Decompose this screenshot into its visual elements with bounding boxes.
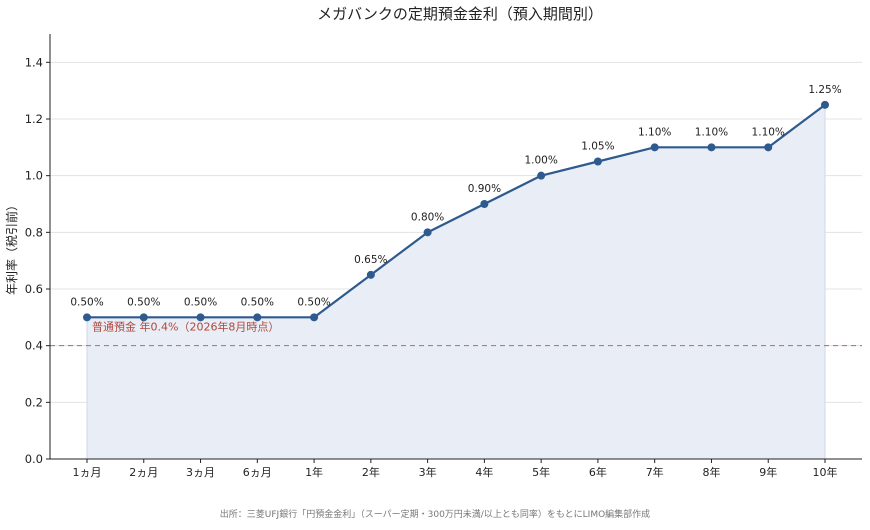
y-tick-label: 1.0 xyxy=(25,169,43,183)
data-label: 1.05% xyxy=(581,141,614,153)
data-point xyxy=(821,100,829,109)
y-tick-label: 0.8 xyxy=(25,225,43,239)
data-label: 1.00% xyxy=(524,155,557,167)
y-axis-label: 年利率（税引前） xyxy=(4,199,19,295)
x-tick-label: 2年 xyxy=(362,465,380,479)
reference-layer: 普通預金 年0.4%（2026年8月時点） xyxy=(50,320,862,347)
series-line-layer xyxy=(87,103,826,319)
x-tick-label: 5年 xyxy=(532,465,550,479)
x-tick-label: 6ヵ月 xyxy=(243,466,272,479)
data-point xyxy=(366,270,375,279)
data-points xyxy=(83,100,829,322)
data-point xyxy=(253,313,262,322)
x-tick-label: 8年 xyxy=(702,465,720,479)
y-tick-labels: 0.0 0.2 0.4 0.6 0.8 1.0 1.2 1.4 xyxy=(25,55,50,466)
x-tick-label: 7年 xyxy=(646,465,664,479)
x-tick-label: 1ヵ月 xyxy=(73,466,102,479)
x-tick-label: 6年 xyxy=(589,465,607,479)
x-tick-label: 9年 xyxy=(759,465,777,479)
data-label: 0.90% xyxy=(468,183,501,195)
data-label: 1.10% xyxy=(752,126,785,138)
x-tick-label: 3年 xyxy=(419,465,437,479)
y-tick-label: 0.4 xyxy=(25,339,43,353)
y-tick-label: 0.6 xyxy=(25,282,43,296)
y-tick-label: 0.0 xyxy=(25,452,43,466)
y-tick-label: 1.4 xyxy=(25,55,43,69)
data-point xyxy=(423,228,432,237)
data-point xyxy=(593,157,602,166)
data-label: 0.65% xyxy=(354,254,387,266)
x-tick-labels: 1ヵ月 2ヵ月 3ヵ月 6ヵ月 1年 2年 3年 4年 5年 6年 7年 8年 9年 10年 xyxy=(73,459,838,479)
x-tick-label: 10年 xyxy=(813,465,838,479)
data-point xyxy=(480,200,489,208)
chart-title: メガバンクの定期預金金利（預入期間別） xyxy=(317,5,603,23)
x-tick-label: 2ヵ月 xyxy=(129,466,158,479)
data-point xyxy=(196,313,205,322)
data-label: 0.80% xyxy=(411,211,444,223)
data-label: 0.50% xyxy=(127,296,160,308)
x-tick-label: 3ヵ月 xyxy=(186,466,215,479)
data-label: 0.50% xyxy=(241,296,274,308)
axes xyxy=(49,34,862,460)
data-labels: 0.50% 0.50% 0.50% 0.50% 0.50% 0.65% 0.80% 0.90%… xyxy=(70,84,841,309)
data-label: 0.50% xyxy=(184,296,217,308)
x-tick-label: 4年 xyxy=(475,465,493,479)
data-point xyxy=(764,143,773,152)
data-point xyxy=(707,143,716,152)
data-point xyxy=(537,171,546,180)
source-note: 出所：三菱UFJ銀行「円預金金利」（スーパー定期・300万円未満/以上とも同率）… xyxy=(220,508,650,520)
area-fill xyxy=(87,104,825,459)
data-label: 1.10% xyxy=(695,126,728,138)
data-label: 1.10% xyxy=(638,126,671,138)
y-tick-label: 1.2 xyxy=(25,112,43,126)
reference-line-label: 普通預金 年0.4%（2026年8月時点） xyxy=(92,320,279,334)
data-label: 1.25% xyxy=(808,84,841,96)
data-point xyxy=(139,313,148,322)
area-fill-layer xyxy=(86,104,826,459)
data-point xyxy=(83,313,91,322)
series-line xyxy=(87,103,826,319)
data-point xyxy=(650,143,659,152)
y-tick-label: 0.2 xyxy=(25,395,43,409)
data-point xyxy=(310,313,319,322)
data-label: 0.50% xyxy=(70,296,103,308)
data-label: 0.50% xyxy=(297,296,330,308)
x-tick-label: 1年 xyxy=(305,465,323,479)
